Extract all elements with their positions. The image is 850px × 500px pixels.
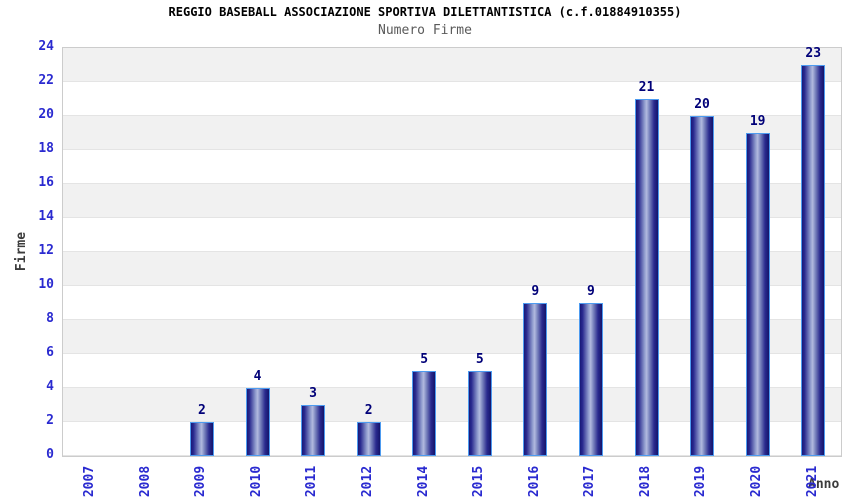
- y-tick-label: 6: [46, 345, 54, 360]
- bar: [801, 65, 826, 456]
- y-tick-label: 2: [46, 413, 54, 428]
- x-tick-label: 2021: [804, 465, 820, 497]
- y-tick-label: 4: [46, 379, 54, 394]
- x-tick-label: 2008: [137, 465, 153, 497]
- bar: [690, 116, 715, 456]
- y-tick-label: 24: [38, 39, 54, 54]
- bar-value-label: 3: [309, 386, 317, 401]
- bar: [412, 371, 437, 456]
- y-tick-label: 16: [38, 175, 54, 190]
- x-tick-label: 2020: [749, 465, 765, 497]
- y-tick-label: 20: [38, 107, 54, 122]
- x-tick-label: 2015: [471, 465, 487, 497]
- bar-value-label: 4: [253, 369, 262, 384]
- x-tick-wrap: 2017: [573, 458, 607, 500]
- y-tick-label: 8: [46, 311, 54, 326]
- y-tick-label: 14: [38, 209, 54, 224]
- x-tick-label: 2007: [82, 465, 98, 497]
- bar-value-label: 5: [475, 352, 484, 367]
- bar: [634, 99, 659, 456]
- x-tick-label: 2016: [526, 465, 542, 497]
- x-tick-wrap: 2009: [184, 458, 218, 500]
- bar-value-label: 9: [587, 284, 595, 299]
- x-tick-wrap: 2014: [406, 458, 440, 500]
- plot-area: 2 4 3 2 5 5 9 9 21 20 19 23: [62, 46, 842, 457]
- bar: [301, 405, 326, 456]
- x-tick-wrap: 2010: [240, 458, 274, 500]
- bar: [245, 388, 270, 456]
- x-tick-wrap: 2012: [351, 458, 385, 500]
- x-tick-wrap: 2021: [795, 458, 829, 500]
- x-tick-label: 2011: [304, 465, 320, 497]
- x-tick-label: 2010: [249, 465, 264, 497]
- bar: [189, 422, 214, 456]
- bar-value-label: 21: [638, 80, 655, 95]
- x-tick-wrap: 2007: [73, 458, 107, 500]
- x-axis-title: Anno: [808, 477, 840, 492]
- y-axis: 0 2 4 6 8 10 12 14 16 18 20 22 24: [0, 0, 54, 500]
- x-tick-wrap: 2018: [629, 458, 663, 500]
- x-tick-wrap: 2015: [462, 458, 496, 500]
- bar: [356, 422, 381, 456]
- x-tick-wrap: 2008: [128, 458, 162, 500]
- x-tick-wrap: 2011: [295, 458, 329, 500]
- y-tick-label: 10: [38, 277, 54, 292]
- bar: [578, 303, 603, 456]
- bar: [467, 371, 492, 456]
- y-tick-label: 0: [46, 447, 54, 462]
- chart-title: REGGIO BASEBALL ASSOCIAZIONE SPORTIVA DI…: [168, 5, 682, 19]
- y-tick-label: 18: [38, 141, 54, 156]
- bar-value-label: 19: [749, 114, 766, 129]
- bar-value-label: 2: [364, 403, 373, 418]
- bar-value-label: 5: [420, 352, 429, 367]
- x-tick-label: 2012: [360, 465, 376, 497]
- y-axis-title-wrap: Firme: [8, 221, 36, 281]
- bar-value-label: 9: [531, 284, 540, 299]
- y-tick-label: 12: [38, 243, 54, 258]
- x-tick-label: 2017: [582, 465, 598, 497]
- x-tick-wrap: 2016: [517, 458, 551, 500]
- bar: [745, 133, 770, 456]
- chart-subtitle: Numero Firme: [378, 23, 472, 38]
- bar-value-label: 23: [805, 46, 822, 61]
- x-tick-label: 2019: [693, 465, 709, 497]
- y-axis-title: Firme: [14, 231, 30, 271]
- y-tick-label: 22: [38, 73, 54, 88]
- x-tick-wrap: 2020: [740, 458, 774, 500]
- x-tick-label: 2014: [415, 465, 431, 497]
- x-tick-wrap: 2019: [684, 458, 718, 500]
- bar-value-label: 2: [198, 403, 206, 418]
- x-tick-label: 2018: [638, 465, 653, 497]
- bar-value-label: 20: [694, 97, 710, 112]
- bar: [523, 303, 548, 456]
- x-tick-label: 2009: [193, 465, 209, 497]
